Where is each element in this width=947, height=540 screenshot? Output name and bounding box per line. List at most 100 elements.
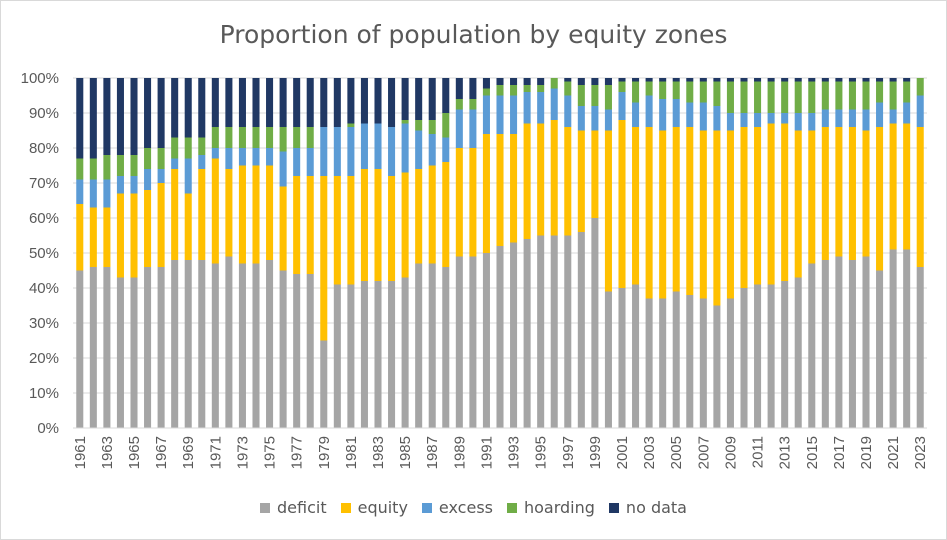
bar-hoarding-1971 xyxy=(211,127,219,148)
legend-swatch xyxy=(506,502,517,513)
bar-no-data-1986 xyxy=(415,78,423,120)
bar-equity-1973 xyxy=(238,165,246,264)
bar-hoarding-2009 xyxy=(726,81,734,113)
bar-hoarding-1978 xyxy=(306,127,314,148)
bar-equity-1975 xyxy=(266,165,274,260)
y-tick-label: 20% xyxy=(29,350,59,367)
x-tick-label: 1973 xyxy=(234,436,251,469)
y-tick-label: 0% xyxy=(37,420,59,437)
bar-no-data-2017 xyxy=(835,78,843,82)
legend-label: excess xyxy=(438,498,493,517)
bar-hoarding-1989 xyxy=(455,99,463,110)
chart-title: Proportion of population by equity zones xyxy=(219,20,728,49)
bar-deficit-1968 xyxy=(171,260,179,428)
bar-hoarding-2013 xyxy=(781,81,789,113)
bar-excess-1982 xyxy=(360,123,368,169)
bar-deficit-2003 xyxy=(645,298,653,428)
bar-excess-2006 xyxy=(686,102,694,127)
bar-equity-1993 xyxy=(510,134,518,243)
bar-equity-2002 xyxy=(632,127,640,285)
legend-swatch xyxy=(421,502,432,513)
x-tick-label: 2017 xyxy=(831,436,848,469)
bar-deficit-2006 xyxy=(686,295,694,428)
bar-deficit-1980 xyxy=(333,284,341,428)
x-tick-label: 1997 xyxy=(560,436,577,469)
x-tick-label: 2009 xyxy=(722,436,739,469)
bar-deficit-1996 xyxy=(550,235,558,428)
legend-item-deficit: deficit xyxy=(260,498,327,517)
bar-excess-1980 xyxy=(333,127,341,176)
legend-label: equity xyxy=(357,498,408,517)
bar-excess-1976 xyxy=(279,151,287,187)
bar-deficit-1995 xyxy=(537,235,545,428)
bar-excess-2022 xyxy=(903,102,911,124)
bar-excess-1978 xyxy=(306,148,314,176)
bar-deficit-2019 xyxy=(862,256,870,428)
bar-equity-2009 xyxy=(726,130,734,299)
bar-no-data-2003 xyxy=(645,78,653,82)
bar-hoarding-1976 xyxy=(279,127,287,152)
bar-deficit-1985 xyxy=(401,277,409,428)
bar-equity-2017 xyxy=(835,127,843,257)
bar-no-data-1966 xyxy=(144,78,152,148)
bar-hoarding-1966 xyxy=(144,148,152,169)
bar-deficit-1979 xyxy=(320,340,328,428)
bar-hoarding-1997 xyxy=(564,81,572,96)
bar-deficit-2014 xyxy=(794,277,802,428)
bar-excess-1961 xyxy=(76,179,84,204)
bar-excess-1989 xyxy=(455,109,463,148)
bar-hoarding-1995 xyxy=(537,85,545,92)
bar-no-data-1969 xyxy=(184,78,192,138)
x-tick-label: 1983 xyxy=(370,436,387,469)
bar-deficit-1994 xyxy=(523,239,531,428)
y-tick-label: 40% xyxy=(29,280,59,297)
bar-hoarding-1996 xyxy=(550,78,558,89)
x-tick-label: 1989 xyxy=(451,436,468,469)
bar-no-data-1974 xyxy=(252,78,260,127)
bar-excess-1971 xyxy=(211,148,219,159)
bar-no-data-1963 xyxy=(103,78,111,155)
bar-equity-1980 xyxy=(333,176,341,285)
bar-equity-1963 xyxy=(103,207,111,267)
bar-deficit-1982 xyxy=(360,281,368,428)
bar-deficit-2018 xyxy=(848,260,856,428)
bar-equity-1992 xyxy=(496,134,504,246)
bar-no-data-2008 xyxy=(713,78,721,82)
bar-excess-1992 xyxy=(496,95,504,134)
bar-no-data-2004 xyxy=(659,78,667,82)
bar-excess-2009 xyxy=(726,113,734,131)
bar-hoarding-1965 xyxy=(130,155,138,176)
bar-hoarding-2001 xyxy=(618,81,626,92)
bar-equity-1962 xyxy=(89,207,97,267)
bar-hoarding-1998 xyxy=(577,85,585,106)
bar-no-data-2015 xyxy=(808,78,816,82)
bar-excess-1985 xyxy=(401,123,409,173)
bar-hoarding-1968 xyxy=(171,137,179,159)
bar-deficit-1983 xyxy=(374,281,382,428)
bar-deficit-1997 xyxy=(564,235,572,428)
bar-deficit-2023 xyxy=(916,267,924,428)
bar-deficit-1966 xyxy=(144,267,152,428)
bar-no-data-1994 xyxy=(523,78,531,85)
bar-no-data-1985 xyxy=(401,78,409,120)
bar-excess-2004 xyxy=(659,99,667,131)
bar-deficit-2002 xyxy=(632,284,640,428)
bar-no-data-1991 xyxy=(482,78,490,89)
bar-excess-1995 xyxy=(537,92,545,124)
bar-no-data-1968 xyxy=(171,78,179,138)
bar-excess-2011 xyxy=(754,113,762,127)
bar-hoarding-1991 xyxy=(482,88,490,96)
bar-hoarding-1990 xyxy=(469,99,477,110)
bar-deficit-1999 xyxy=(591,218,599,428)
bar-excess-1986 xyxy=(415,130,423,169)
legend-swatch xyxy=(340,502,351,513)
bar-hoarding-1977 xyxy=(293,127,301,148)
bar-hoarding-1999 xyxy=(591,85,599,106)
bar-no-data-2019 xyxy=(862,78,870,82)
bar-excess-2020 xyxy=(876,102,884,127)
bar-hoarding-1994 xyxy=(523,85,531,92)
x-tick-label: 1961 xyxy=(72,436,89,469)
bar-no-data-2013 xyxy=(781,78,789,82)
bar-excess-1984 xyxy=(388,127,396,176)
